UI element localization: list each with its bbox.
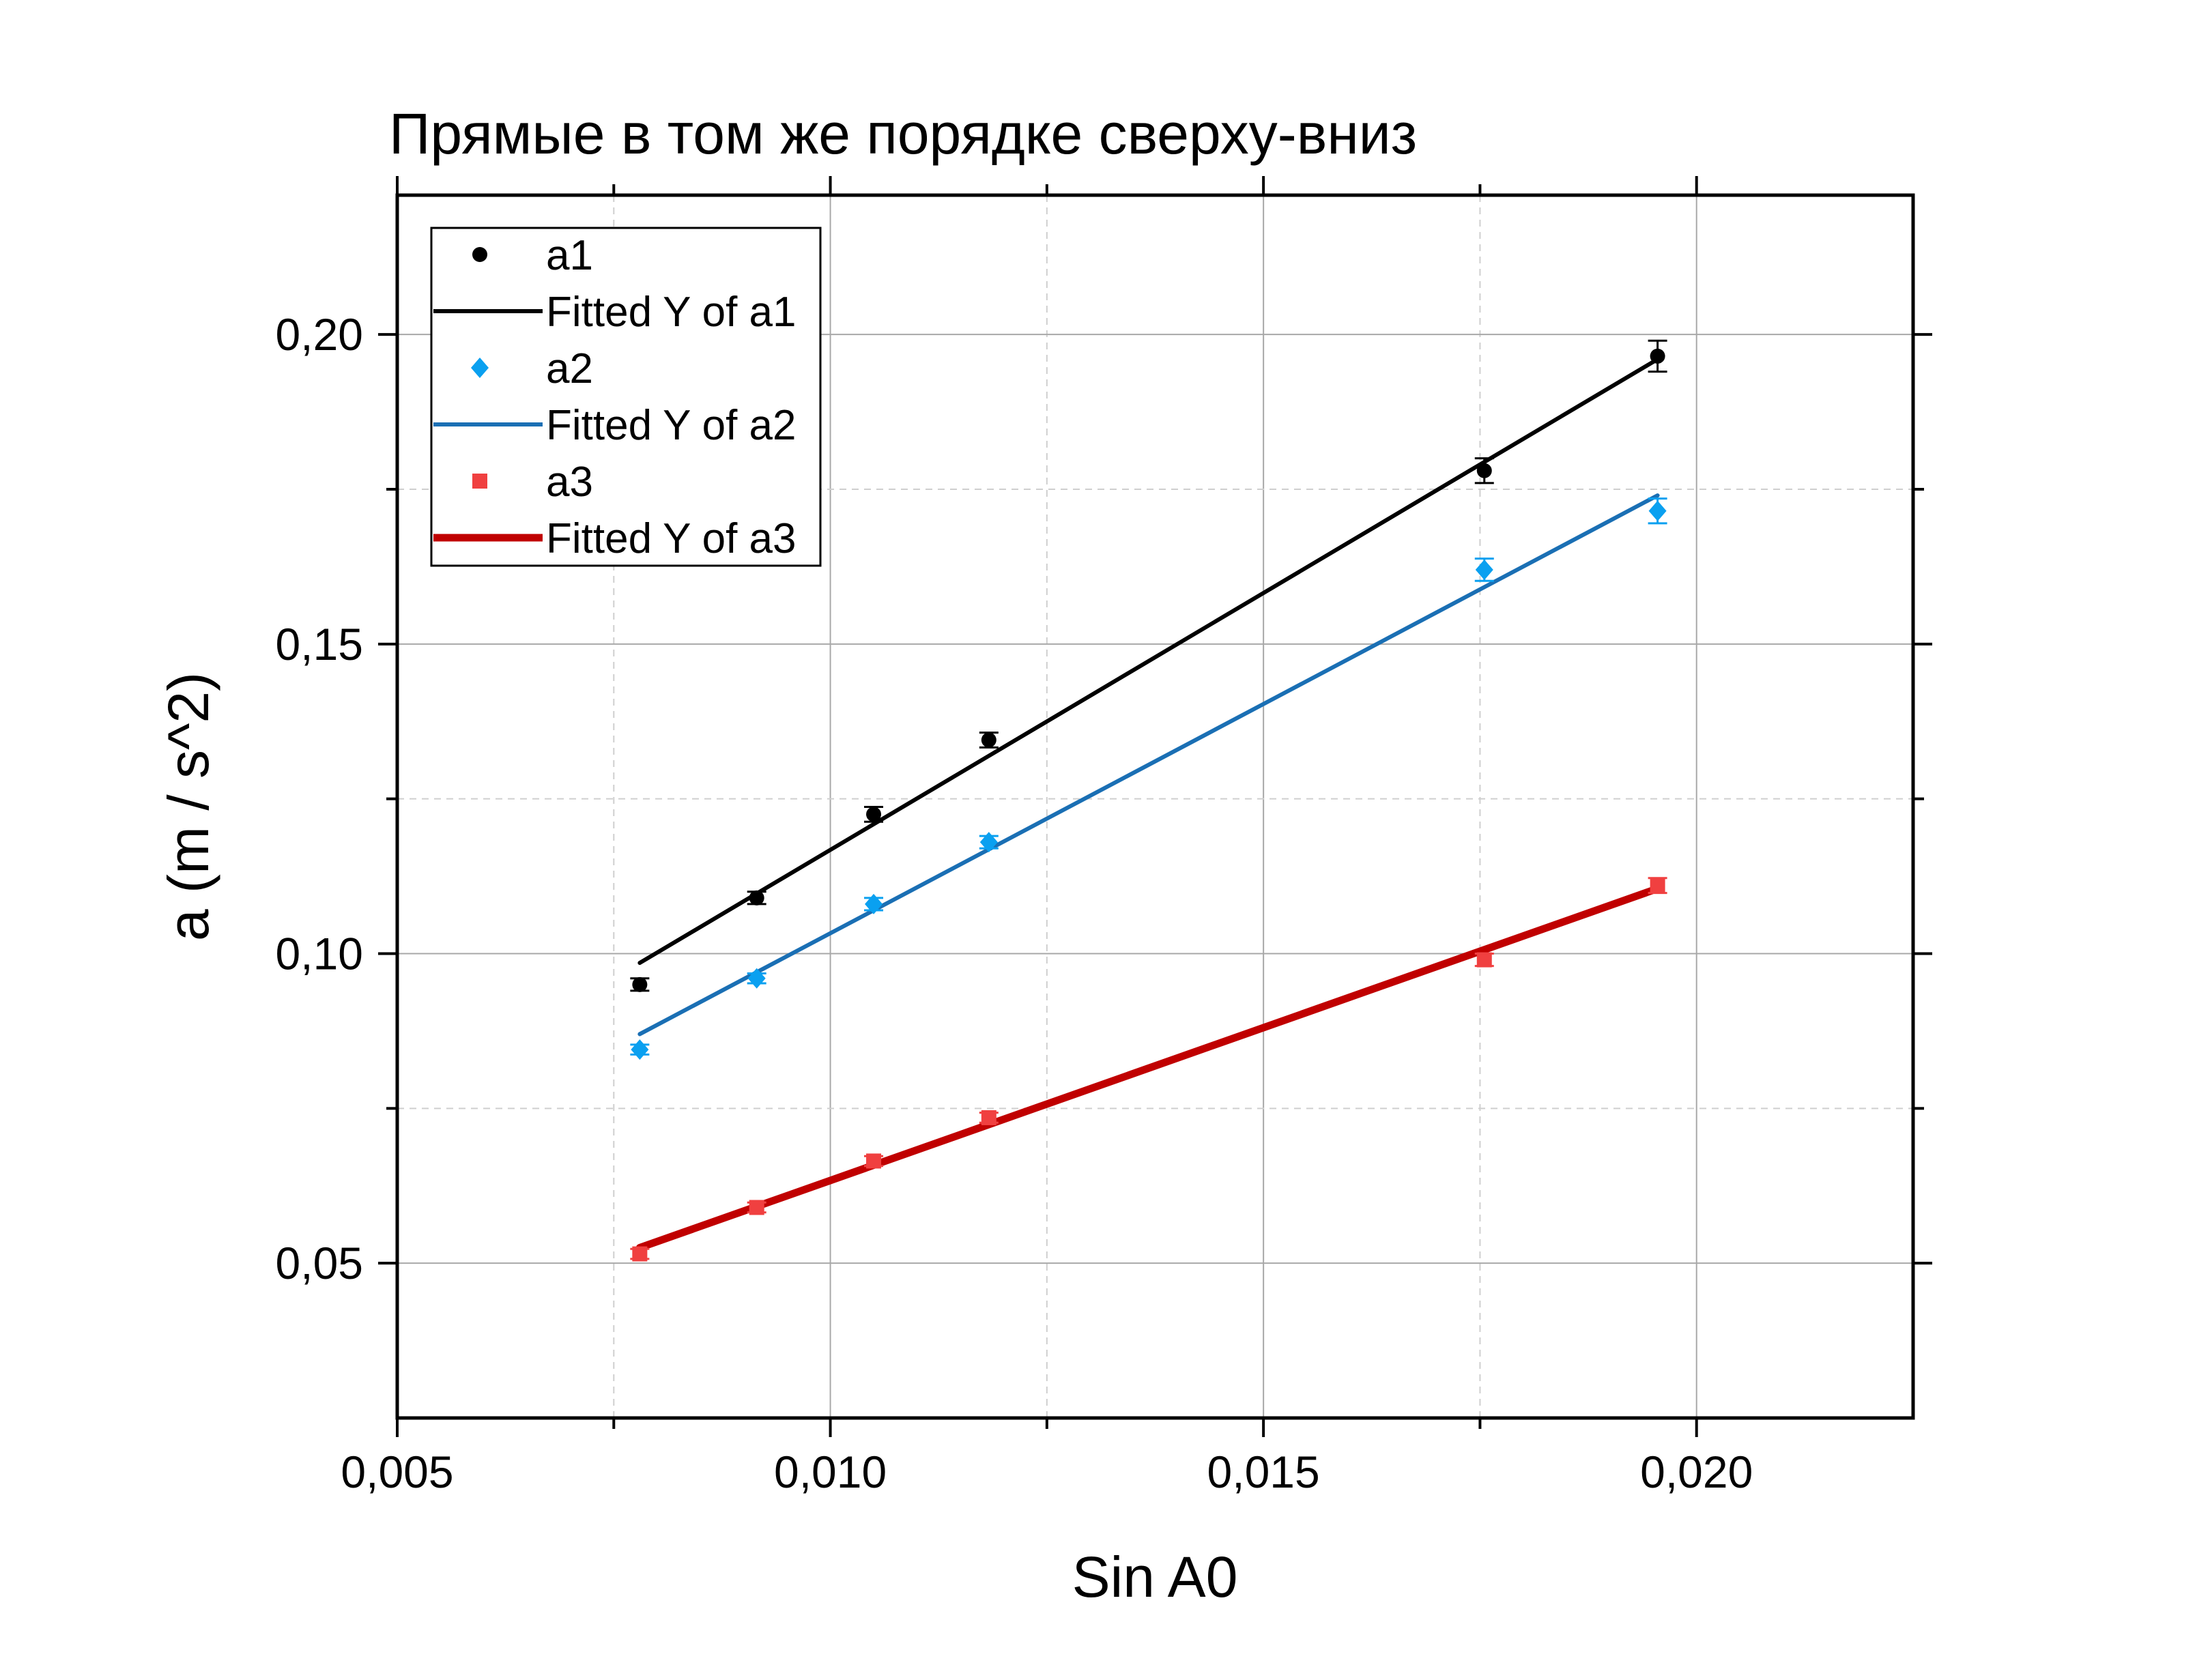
fit-line-1 bbox=[637, 357, 1660, 966]
axis-ticks: 0,005 0,010 0,015 0,020 0,05 0,10 0,15 0,20 bbox=[276, 176, 1932, 1497]
x-tick-label: 0,005 bbox=[341, 1447, 453, 1497]
data-points bbox=[630, 339, 1667, 1262]
legend-symbol-a3 bbox=[472, 474, 487, 489]
fit-lines bbox=[635, 357, 1662, 1251]
legend-box bbox=[430, 227, 822, 567]
y-tick-label: 0,20 bbox=[276, 309, 363, 360]
legend-label: a3 bbox=[546, 459, 593, 506]
point-a1 bbox=[749, 890, 764, 906]
y-tick-label: 0,05 bbox=[276, 1238, 363, 1288]
point-a1 bbox=[1650, 348, 1665, 364]
y-tick-label: 0,15 bbox=[276, 619, 363, 669]
fit-line-3 bbox=[635, 884, 1662, 1251]
point-a3 bbox=[632, 1246, 648, 1262]
legend-label: Fitted Y of a3 bbox=[546, 515, 797, 562]
legend-symbol-a1 bbox=[472, 247, 487, 262]
point-a1 bbox=[1476, 463, 1492, 478]
x-tick-label: 0,020 bbox=[1640, 1447, 1753, 1497]
legend-symbol-a2 bbox=[471, 358, 489, 378]
y-tick-label: 0,10 bbox=[276, 928, 363, 979]
y-axis-title: a (m / s^2) bbox=[156, 672, 220, 941]
grid bbox=[397, 195, 1913, 1418]
point-a1 bbox=[632, 976, 648, 992]
point-a2 bbox=[979, 832, 998, 853]
plot-frame bbox=[395, 193, 1915, 1420]
point-a2 bbox=[747, 968, 766, 989]
point-a1 bbox=[866, 807, 882, 822]
point-a3 bbox=[1476, 952, 1492, 968]
point-a2 bbox=[1475, 559, 1493, 580]
legend: a1 Fitted Y of a1 a2 Fitted Y of a2 a3 Fitted… bbox=[430, 227, 822, 567]
point-a2 bbox=[631, 1039, 649, 1060]
chart-title: Прямые в том же порядке сверху-вниз bbox=[389, 102, 1417, 166]
fit-line-2 bbox=[637, 493, 1660, 1037]
point-a3 bbox=[981, 1110, 996, 1125]
point-a2 bbox=[865, 893, 883, 914]
x-tick-label: 0,015 bbox=[1207, 1447, 1320, 1497]
legend-label: a2 bbox=[546, 345, 593, 392]
x-tick-label: 0,010 bbox=[774, 1447, 887, 1497]
point-a3 bbox=[1650, 878, 1665, 893]
legend-label: Fitted Y of a2 bbox=[546, 402, 797, 449]
legend-label: a1 bbox=[546, 232, 593, 279]
x-axis-title: Sin A0 bbox=[1072, 1545, 1238, 1609]
point-a3 bbox=[749, 1200, 764, 1215]
point-a2 bbox=[1648, 500, 1667, 521]
point-a3 bbox=[866, 1153, 882, 1169]
legend-label: Fitted Y of a1 bbox=[546, 289, 797, 336]
point-a1 bbox=[981, 732, 996, 748]
